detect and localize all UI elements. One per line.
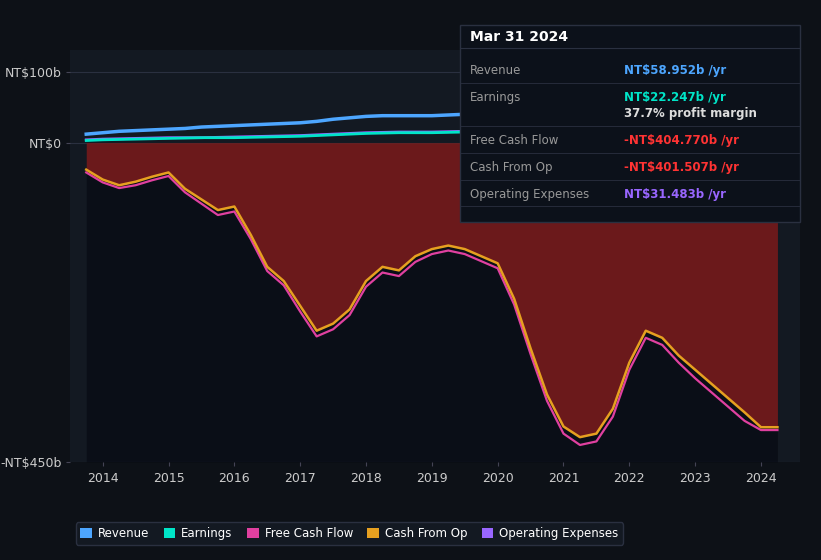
Text: NT$58.952b /yr: NT$58.952b /yr bbox=[624, 64, 727, 77]
Text: NT$31.483b /yr: NT$31.483b /yr bbox=[624, 188, 726, 200]
Text: NT$22.247b /yr: NT$22.247b /yr bbox=[624, 91, 726, 104]
Text: -NT$404.770b /yr: -NT$404.770b /yr bbox=[624, 134, 739, 147]
Text: Mar 31 2024: Mar 31 2024 bbox=[470, 30, 568, 44]
Text: Revenue: Revenue bbox=[470, 64, 521, 77]
Text: Cash From Op: Cash From Op bbox=[470, 161, 552, 174]
Legend: Revenue, Earnings, Free Cash Flow, Cash From Op, Operating Expenses: Revenue, Earnings, Free Cash Flow, Cash … bbox=[76, 522, 623, 544]
Text: -NT$401.507b /yr: -NT$401.507b /yr bbox=[624, 161, 739, 174]
Text: 37.7% profit margin: 37.7% profit margin bbox=[624, 107, 757, 120]
Text: Earnings: Earnings bbox=[470, 91, 521, 104]
Text: Free Cash Flow: Free Cash Flow bbox=[470, 134, 558, 147]
Text: Operating Expenses: Operating Expenses bbox=[470, 188, 589, 200]
